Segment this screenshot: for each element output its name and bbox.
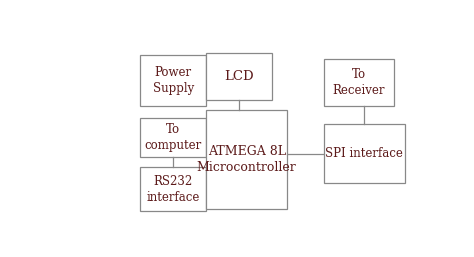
Text: SPI interface: SPI interface bbox=[325, 147, 403, 160]
Bar bbox=[324, 124, 405, 183]
Bar bbox=[140, 167, 206, 211]
Bar bbox=[324, 59, 393, 106]
Text: LCD: LCD bbox=[225, 70, 254, 83]
Bar bbox=[140, 118, 206, 158]
Bar bbox=[140, 54, 206, 106]
Text: To
computer: To computer bbox=[145, 123, 202, 152]
Bar bbox=[206, 110, 287, 209]
Text: To
Receiver: To Receiver bbox=[332, 68, 385, 97]
Bar bbox=[206, 53, 272, 100]
Text: RS232
interface: RS232 interface bbox=[146, 175, 200, 204]
Text: ATMEGA 8L
Microcontroller: ATMEGA 8L Microcontroller bbox=[197, 145, 296, 174]
Text: Power
Supply: Power Supply bbox=[153, 66, 194, 95]
